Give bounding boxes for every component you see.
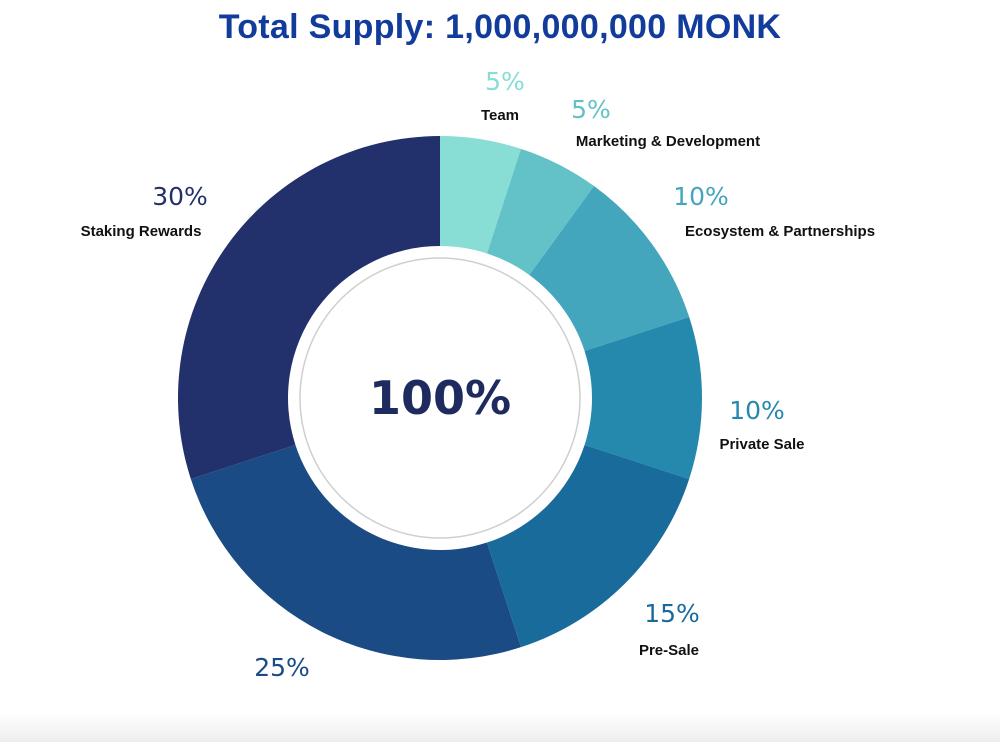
slice-name-label: Staking Rewards xyxy=(81,223,202,240)
slice-name-label: Pre-Sale xyxy=(639,642,699,659)
slice-team xyxy=(440,136,521,254)
slice-marketing-development xyxy=(486,148,594,276)
slice-percent-label: 5% xyxy=(571,95,611,124)
slice-name-label: Team xyxy=(481,107,519,124)
inner-ring xyxy=(299,257,581,539)
slice-percent-label: 15% xyxy=(644,599,700,628)
slice-labels: 5% Team 5% Marketing & Development 10% Ecosys… xyxy=(81,67,875,708)
slice-pre-sale xyxy=(486,444,690,648)
slice-quickswap-liquidity xyxy=(190,444,521,660)
chart-title: Total Supply: 1,000,000,000 MONK xyxy=(218,8,782,46)
slice-percent-label: 10% xyxy=(673,182,729,211)
slice-private-sale xyxy=(584,317,703,479)
bottom-fade xyxy=(0,712,1000,742)
center-total-label: 100% xyxy=(369,371,511,425)
donut-slices xyxy=(177,136,703,660)
slice-percent-label: 25% xyxy=(254,653,310,682)
slice-staking-rewards xyxy=(177,136,440,479)
slice-percent-label: 5% xyxy=(485,67,525,96)
slice-percent-label: 30% xyxy=(152,182,208,211)
slice-name-label: Private Sale xyxy=(719,436,804,453)
slice-ecosystem-partnerships xyxy=(529,186,690,352)
slice-name-label: Marketing & Development xyxy=(576,133,760,150)
slice-percent-label: 10% xyxy=(729,396,785,425)
slice-name-label: Ecosystem & Partnerships xyxy=(685,223,875,240)
